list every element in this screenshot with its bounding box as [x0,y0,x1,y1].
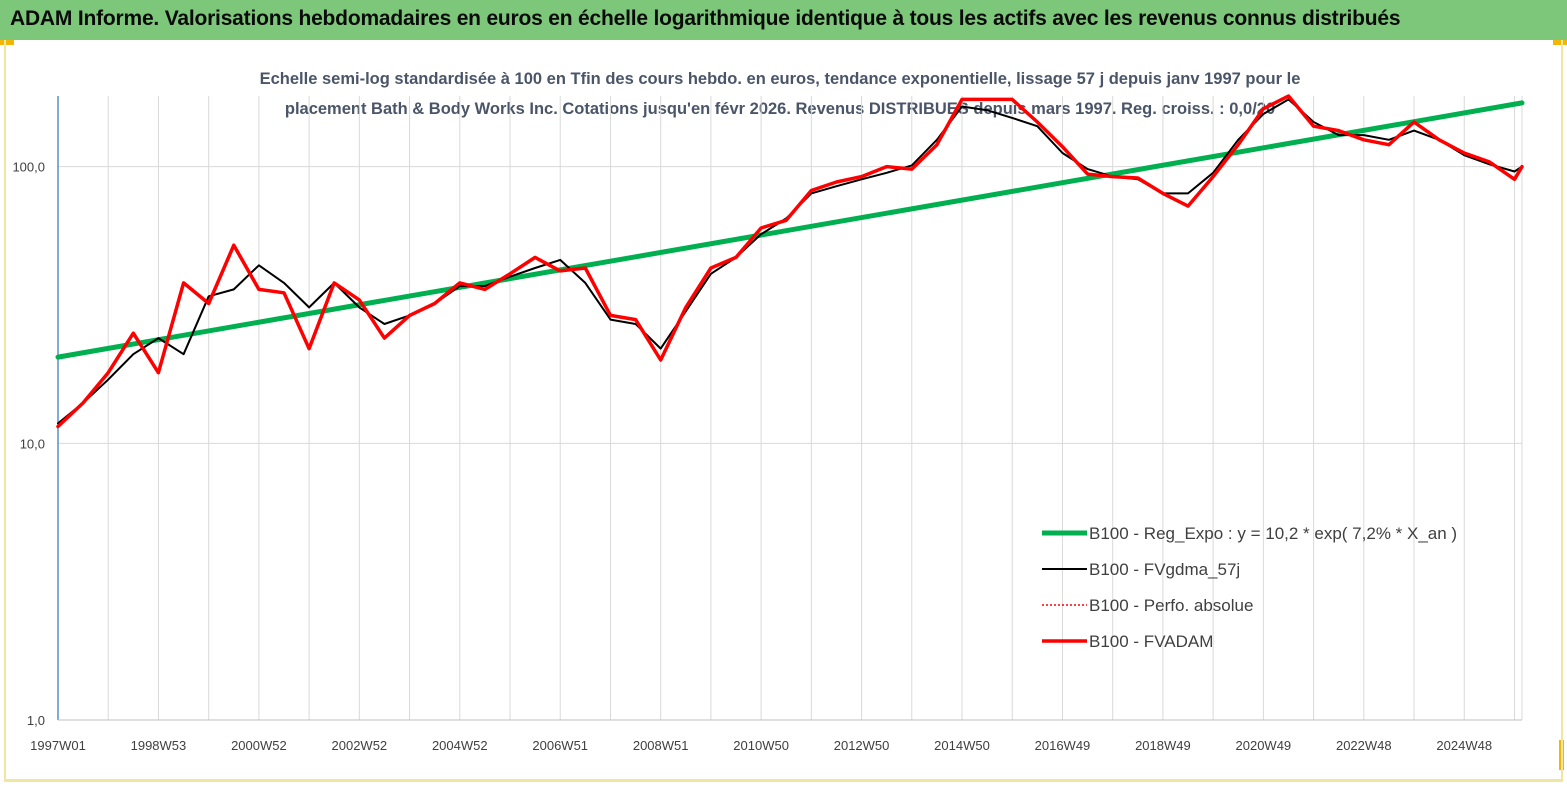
legend-label: B100 - Reg_Expo : y = 10,2 * exp( 7,2% *… [1089,524,1457,543]
x-tick-label: 2002W52 [332,738,388,753]
x-tick-label: 2008W51 [633,738,689,753]
series-line-3 [56,94,1524,429]
corner-marker-top-right [1553,40,1567,45]
legend-label: B100 - FVADAM [1089,632,1213,651]
data-series [55,94,1525,429]
x-tick-label: 2010W50 [733,738,789,753]
horizontal-gridlines [58,166,1522,721]
axes [57,96,1522,721]
y-axis-tick-labels: 1,0 10,0 100,0 [12,160,45,728]
y-tick-label: 100,0 [12,160,45,175]
x-tick-label: 2012W50 [834,738,890,753]
x-tick-label: 2014W50 [934,738,990,753]
series-line-2 [57,95,1523,428]
x-tick-label: 2022W48 [1336,738,1392,753]
vertical-gridlines [57,96,1523,720]
x-tick-label: 1997W01 [30,738,86,753]
chart-subtitle-line-1: Echelle semi-log standardisée à 100 en T… [260,70,1301,88]
report-banner: ADAM Informe. Valorisations hebdomadaire… [0,0,1567,40]
legend-label: B100 - FVgdma_57j [1089,560,1240,579]
x-tick-label: 2000W52 [231,738,287,753]
series-line-0 [55,100,1525,360]
series-line-1 [57,98,1523,425]
x-tick-label: 2004W52 [432,738,488,753]
report-title: ADAM Informe. Valorisations hebdomadaire… [10,7,1401,30]
x-tick-label: 1998W53 [131,738,187,753]
x-tick-label: 2024W48 [1436,738,1492,753]
legend-label: B100 - Perfo. absolue [1089,596,1253,615]
corner-marker-top-left [0,40,14,45]
x-tick-label: 2020W49 [1236,738,1292,753]
chart-frame [4,40,1563,782]
x-tick-label: 2006W51 [532,738,588,753]
y-tick-label: 1,0 [27,713,45,728]
chart-subtitle-line-2: placement Bath & Body Works Inc. Cotatio… [285,100,1275,118]
x-tick-label: 2018W49 [1135,738,1191,753]
x-tick-label: 2016W49 [1035,738,1091,753]
x-axis-tick-labels: 1997W01 1998W53 2000W52 2002W52 2004W52 2006W… [30,738,1492,753]
y-tick-label: 10,0 [20,436,45,451]
chart-legend: B100 - Reg_Expo : y = 10,2 * exp( 7,2% *… [1042,524,1457,651]
